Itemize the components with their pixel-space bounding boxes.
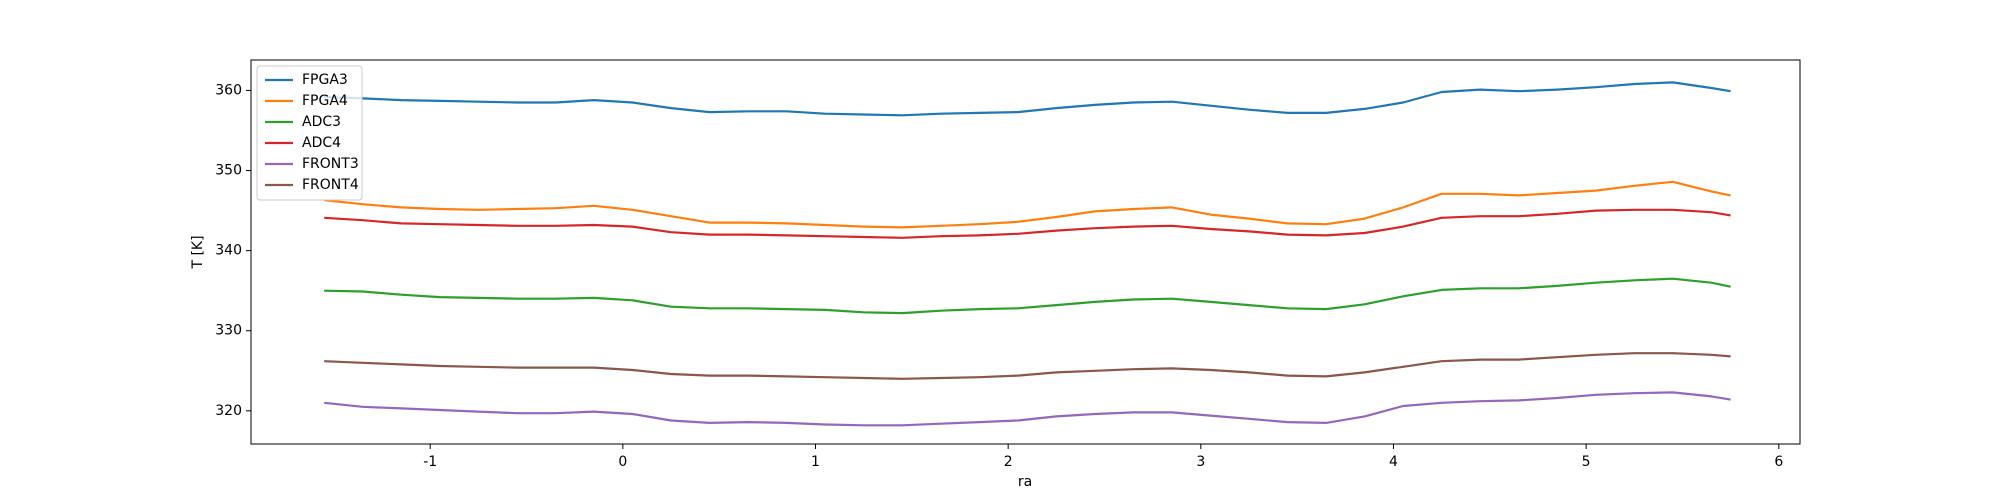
series-line	[324, 81, 1731, 117]
legend-label: ADC3	[302, 114, 341, 130]
legend-box	[256, 65, 363, 201]
legend-label: FRONT4	[302, 177, 359, 193]
x-axis-label: ra	[1018, 474, 1032, 490]
x-tick-label: 6	[1774, 454, 1783, 470]
x-tick-label: 5	[1582, 454, 1591, 470]
legend-label: FPGA4	[302, 93, 348, 109]
series-line	[324, 208, 1731, 239]
legend-label: ADC4	[302, 135, 341, 151]
x-tick-label: 1	[811, 454, 820, 470]
x-tick-label: 2	[1004, 454, 1013, 470]
plot-frame	[250, 59, 1801, 445]
y-tick-label: 340	[215, 243, 242, 259]
series-line	[324, 352, 1731, 380]
y-axis-label: T [K]	[190, 235, 206, 269]
legend-label: FPGA3	[302, 72, 348, 88]
legend-label: FRONT3	[302, 156, 359, 172]
x-tick-label: 3	[1196, 454, 1205, 470]
series-line	[324, 277, 1731, 315]
y-tick-label: 360	[215, 82, 242, 98]
series-line	[324, 391, 1731, 427]
x-tick-label: 4	[1389, 454, 1398, 470]
x-tick-label: -1	[423, 454, 437, 470]
y-tick-label: 320	[215, 403, 242, 419]
y-tick-label: 350	[215, 163, 242, 179]
series-line	[324, 180, 1731, 229]
x-tick-label: 0	[618, 454, 627, 470]
y-tick-label: 330	[215, 323, 242, 339]
